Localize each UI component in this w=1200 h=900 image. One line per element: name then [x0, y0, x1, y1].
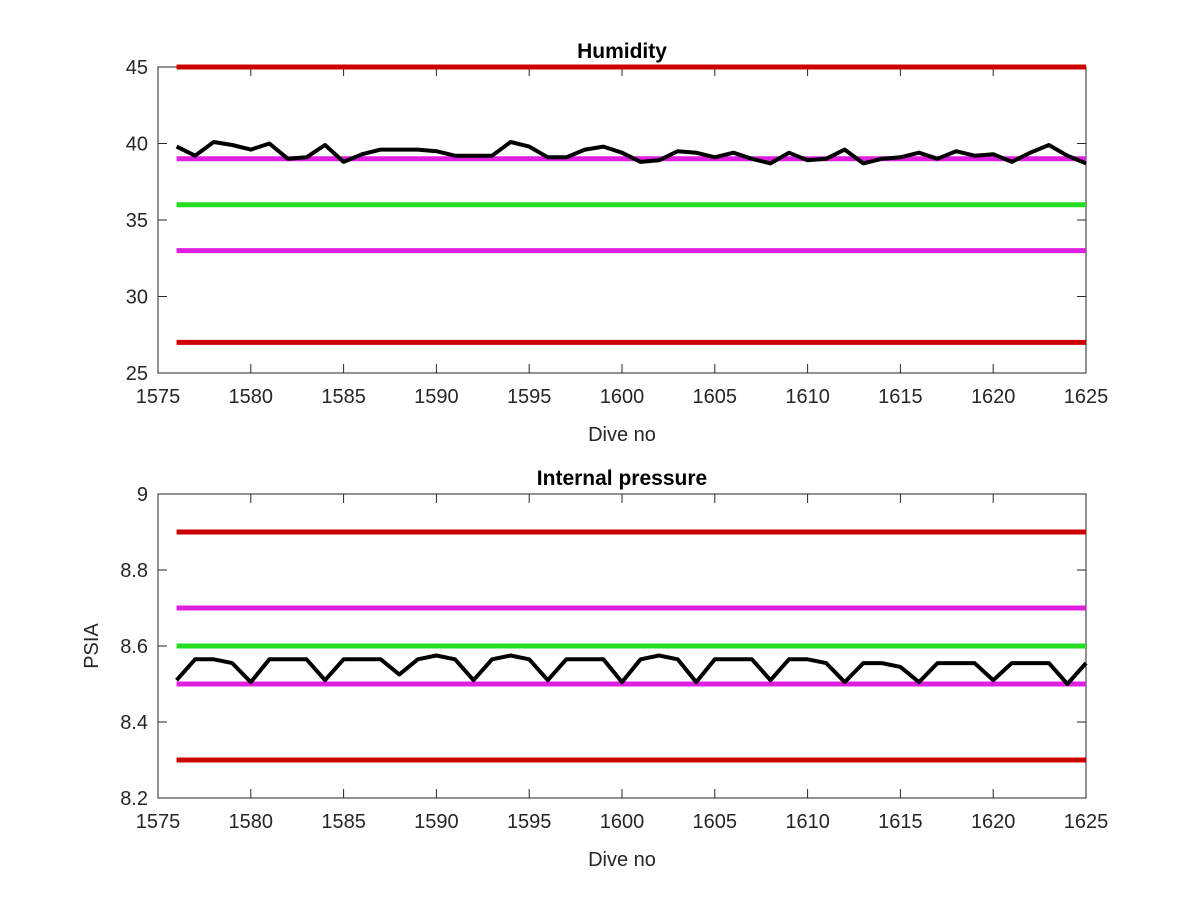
- series-line: [175, 653, 1088, 686]
- x-tick-label: 1595: [507, 386, 552, 408]
- x-tick-label: 1620: [971, 386, 1016, 408]
- x-tick-label: 1625: [1064, 386, 1109, 408]
- x-tick-label: 1575: [136, 811, 181, 833]
- x-tick-label: 1590: [414, 386, 459, 408]
- x-tick-label: 1585: [321, 386, 366, 408]
- x-tick-label: 1620: [971, 811, 1016, 833]
- x-tick-label: 1585: [321, 811, 366, 833]
- chart-title: Humidity: [577, 40, 667, 63]
- chart-title: Internal pressure: [537, 467, 707, 490]
- x-tick-label: 1600: [600, 811, 645, 833]
- y-tick-label: 8.6: [120, 636, 148, 658]
- x-tick-label: 1575: [136, 386, 181, 408]
- y-axis-label: PSIA: [81, 623, 103, 669]
- x-tick-label: 1600: [600, 386, 645, 408]
- y-tick-label: 9: [137, 484, 148, 506]
- internal-pressure-chart: 1575 1580 1585 1590 1595 1600 1605 1610 1615 1620…: [81, 467, 1108, 871]
- axes-box: [157, 66, 1087, 374]
- y-tick-label: 8.8: [120, 560, 148, 582]
- x-tick-label: 1580: [229, 386, 274, 408]
- x-tick-label: 1615: [878, 811, 923, 833]
- x-tick-label: 1605: [693, 386, 738, 408]
- x-tick-label: 1610: [785, 811, 830, 833]
- y-tick-label: 25: [126, 363, 148, 385]
- x-tick-label: 1580: [229, 811, 274, 833]
- x-tick-label: 1590: [414, 811, 459, 833]
- y-tick-label: 30: [126, 287, 148, 309]
- series-line: [175, 140, 1087, 166]
- y-tick-label: 45: [126, 57, 148, 79]
- x-tick-label: 1595: [507, 811, 552, 833]
- y-tick-label: 35: [126, 210, 148, 232]
- x-tick-label: 1615: [878, 386, 923, 408]
- x-tick-label: 1610: [785, 386, 830, 408]
- y-tick-label: 40: [126, 134, 148, 156]
- x-axis-label: Dive no: [588, 849, 656, 871]
- x-tick-label: 1625: [1064, 811, 1109, 833]
- humidity-chart: 1575 1580 1585 1590 1595 1600 1605 1610 1615 1620…: [126, 40, 1109, 446]
- x-tick-label: 1605: [693, 811, 738, 833]
- x-axis-label: Dive no: [588, 424, 656, 446]
- y-tick-label: 8.4: [120, 712, 148, 734]
- y-tick-label: 8.2: [120, 788, 148, 810]
